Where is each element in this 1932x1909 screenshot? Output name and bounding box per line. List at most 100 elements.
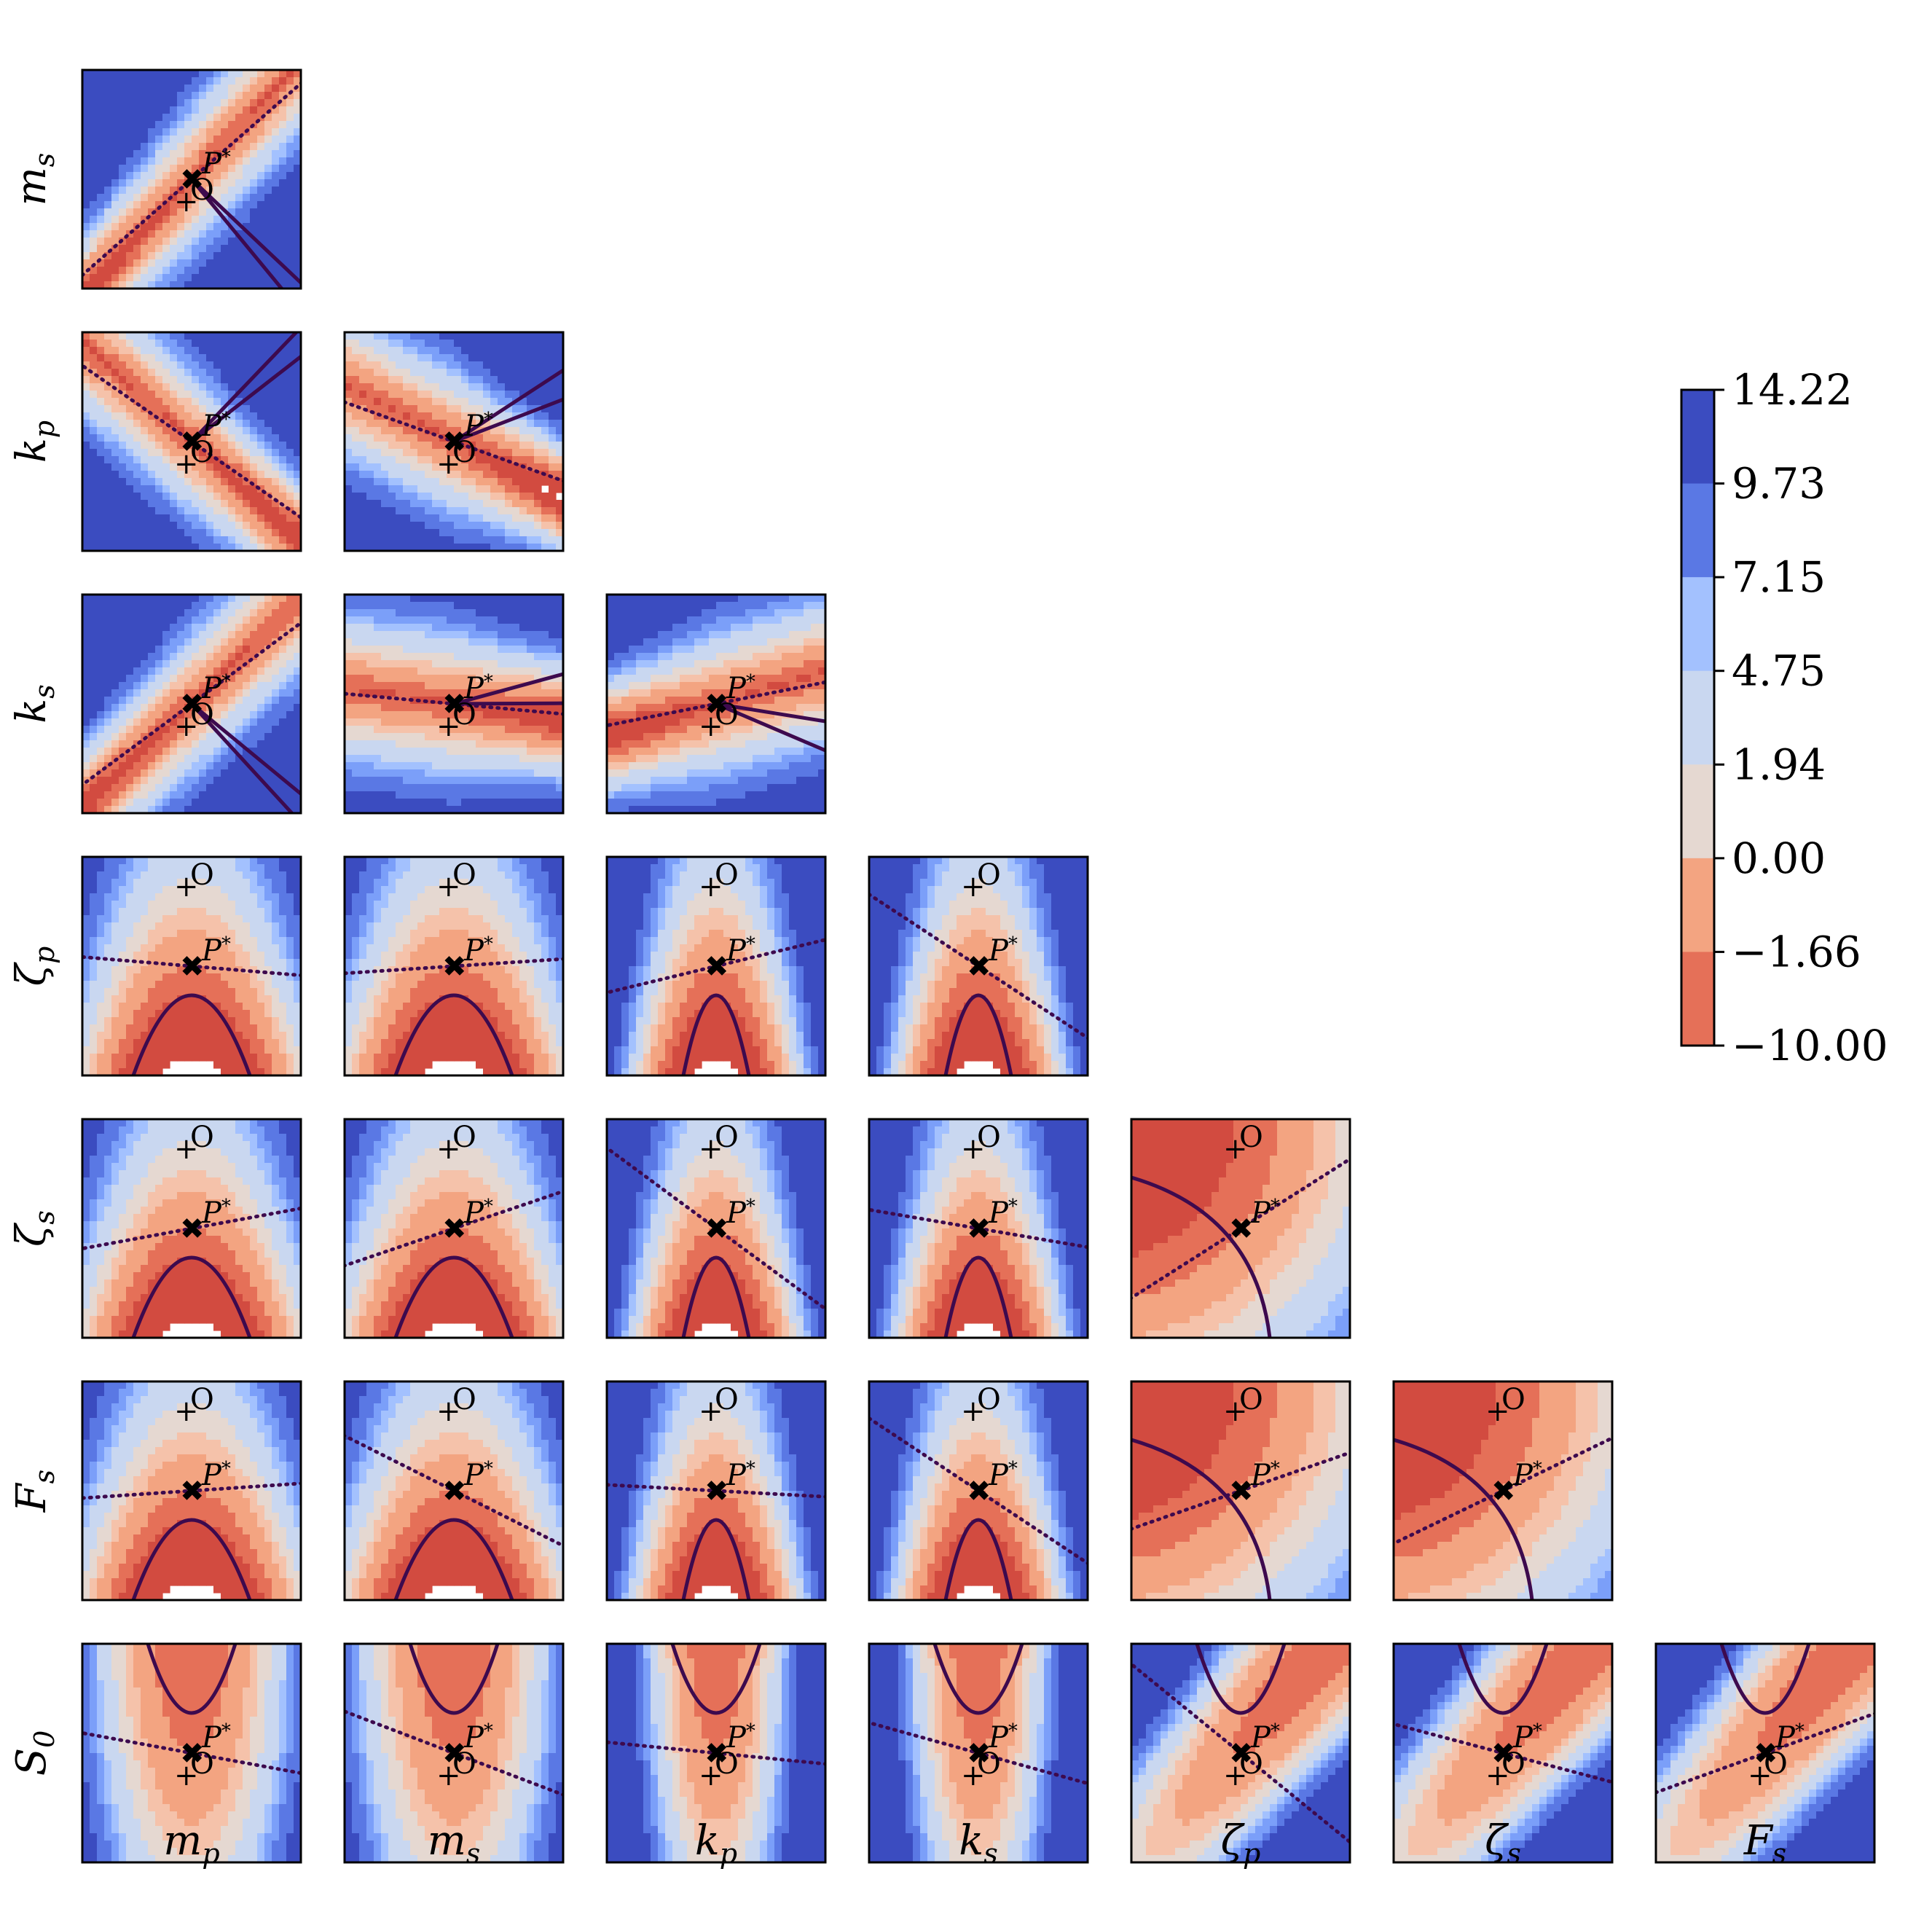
panel-5-3: +O✖P* [868, 1380, 1089, 1602]
origin-label: O [452, 436, 476, 469]
origin-marker: + [699, 1132, 723, 1166]
panel-frame [1130, 1118, 1351, 1339]
dotted-line [1394, 1435, 1612, 1546]
panel-frame [868, 855, 1089, 1077]
origin-label: O [1501, 1383, 1525, 1416]
panel-frame [81, 331, 302, 552]
panel-3-2: +O✖P* [605, 855, 827, 1077]
dotted-line [82, 1730, 301, 1776]
dotted-line [345, 1709, 563, 1797]
origin-label: O [715, 858, 739, 892]
boundary-contour [670, 1644, 762, 1715]
origin-label: O [1239, 1121, 1263, 1154]
origin-marker: + [961, 1759, 986, 1792]
origin-label: O [977, 1383, 1001, 1416]
panel-5-4: +O✖P* [1130, 1380, 1351, 1602]
panel-frame [81, 1118, 302, 1339]
optimum-marker: ✖ [1491, 1737, 1516, 1771]
origin-marker: + [436, 1759, 461, 1792]
panel-frame [81, 1642, 302, 1864]
panel-2-0: +O✖P* [81, 593, 302, 815]
boundary-contour [1457, 1644, 1549, 1715]
origin-marker: + [436, 447, 461, 481]
origin-marker: + [174, 1759, 199, 1792]
dotted-line [82, 1206, 301, 1251]
colorbar-tick-label: −1.66 [1732, 927, 1861, 976]
boundary-contour [452, 369, 563, 444]
panel-frame [343, 1642, 565, 1864]
origin-marker: + [436, 1132, 461, 1166]
colorbar-segment [1681, 952, 1714, 1046]
panel-3-0: +O✖P* [81, 855, 302, 1077]
panel-5-5: +O✖P* [1392, 1380, 1614, 1602]
origin-label: O [190, 173, 214, 207]
origin-marker: + [699, 870, 723, 903]
panel-frame [343, 1380, 565, 1602]
dotted-line [1394, 1722, 1612, 1784]
panel-6-5: +O✖P* [1392, 1642, 1614, 1864]
panel-frame [343, 1118, 565, 1339]
panel-3-1: +O✖P* [343, 855, 565, 1077]
origin-label: O [452, 1747, 476, 1781]
boundary-contour [453, 672, 563, 706]
origin-marker: + [436, 870, 461, 903]
colorbar-segment [1681, 858, 1714, 952]
y-axis-label: Fs [8, 1470, 60, 1513]
dotted-line [345, 1189, 563, 1268]
boundary-contour [393, 1255, 514, 1338]
optimum-marker: ✖ [180, 426, 205, 459]
optimum-marker: ✖ [704, 1475, 729, 1508]
dotted-line [869, 892, 1088, 1040]
boundary-contour [131, 1255, 252, 1338]
optimum-marker: ✖ [1229, 1212, 1254, 1246]
origin-marker: + [1748, 1759, 1772, 1792]
origin-label: O [452, 1121, 476, 1154]
boundary-contour [131, 1518, 252, 1600]
panel-4-1: +O ✖P* [343, 1118, 565, 1339]
optimum-label: P* [988, 1720, 1018, 1755]
y-axis-label: ζs [8, 1210, 60, 1247]
y-axis-label: ζp [8, 946, 60, 987]
panel-frame [605, 593, 827, 815]
panel-5-0: +O ✖P* [81, 1380, 302, 1602]
origin-label: O [715, 698, 739, 732]
boundary-contour [681, 993, 751, 1075]
optimum-marker: ✖ [1229, 1475, 1254, 1508]
panel-frame [343, 593, 565, 815]
optimum-label: P* [463, 671, 493, 705]
panel-4-0: +O✖P* [81, 1118, 302, 1339]
optimum-label: P* [463, 1196, 493, 1230]
panel-frame [868, 1118, 1089, 1339]
origin-marker: + [961, 1395, 986, 1428]
panel-6-6: +O✖P* [1654, 1642, 1876, 1864]
panel-frame [1392, 1380, 1614, 1602]
boundary-contour [393, 993, 514, 1075]
boundary-contour [408, 1644, 500, 1715]
origin-label: O [977, 858, 1001, 892]
panel-4-3: +O ✖P* [868, 1118, 1089, 1339]
origin-label: O [190, 1121, 214, 1154]
optimum-marker: ✖ [704, 950, 729, 984]
origin-marker: + [1485, 1759, 1510, 1792]
dotted-line [869, 1720, 1088, 1786]
boundary-contour [1195, 1644, 1287, 1715]
dotted-line [1131, 1451, 1350, 1531]
origin-marker: + [174, 1132, 199, 1166]
origin-label: O [977, 1121, 1001, 1154]
origin-label: O [1239, 1747, 1263, 1781]
dotted-line [82, 954, 301, 978]
panel-6-1: +O✖P* [343, 1642, 565, 1864]
dotted-line [607, 1483, 825, 1499]
colorbar-segment [1681, 670, 1714, 765]
origin-marker: + [436, 710, 461, 743]
panel-frame [605, 1118, 827, 1339]
colorbar-tick-label: 1.94 [1732, 740, 1826, 789]
origin-marker: + [699, 710, 723, 743]
origin-marker: + [699, 1395, 723, 1428]
optimum-marker: ✖ [967, 1475, 991, 1508]
optimum-marker: ✖ [180, 950, 205, 984]
optimum-marker: ✖ [442, 1475, 467, 1508]
colorbar-tick-label: −10.00 [1732, 1021, 1888, 1070]
boundary-contour [146, 1644, 237, 1715]
boundary-contour [131, 993, 252, 1075]
